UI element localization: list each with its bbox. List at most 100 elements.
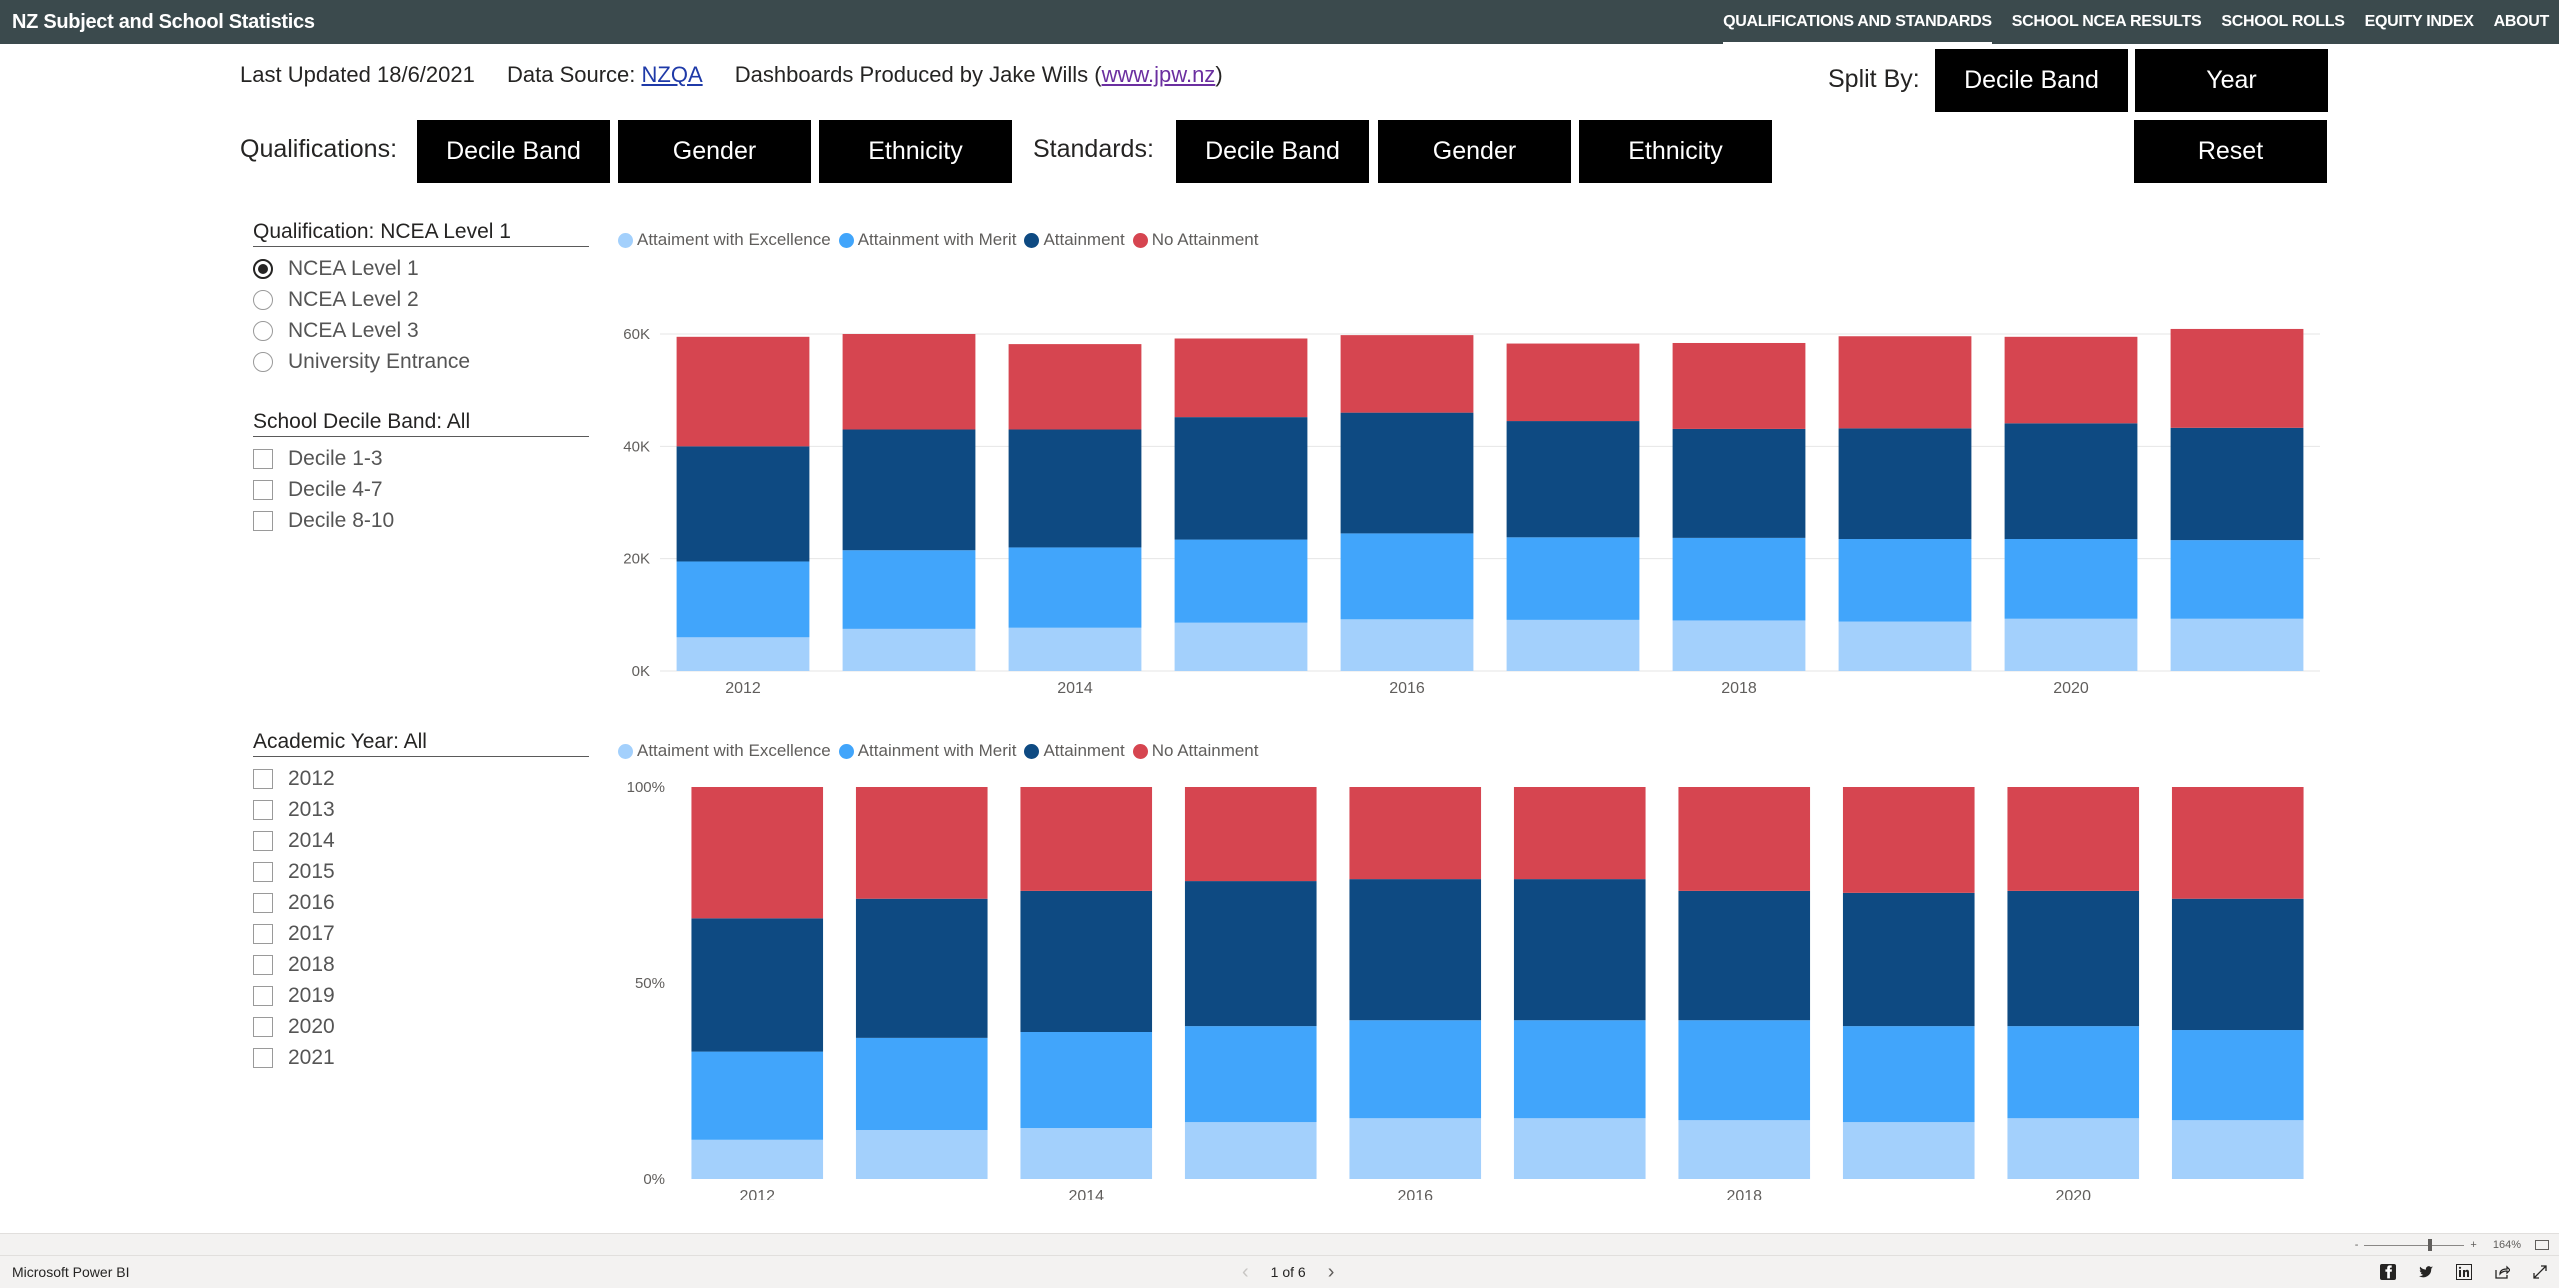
- bar-segment-2014-0[interactable]: [1020, 1128, 1153, 1179]
- fit-to-page-icon[interactable]: [2535, 1240, 2549, 1250]
- bar-segment-2016-0[interactable]: [1340, 619, 1474, 671]
- bar-segment-2018-0[interactable]: [1672, 620, 1806, 671]
- nav-item-about[interactable]: ABOUT: [2493, 13, 2550, 30]
- nav-item-equity-index[interactable]: EQUITY INDEX: [2364, 13, 2474, 30]
- legend-item-no-attainment[interactable]: No Attainment: [1132, 741, 1258, 761]
- bar-segment-2020-1[interactable]: [2007, 1026, 2140, 1119]
- bar-segment-2021-0[interactable]: [2171, 1120, 2304, 1179]
- zoom-slider-thumb[interactable]: [2428, 1238, 2433, 1251]
- bar-segment-2015-2[interactable]: [1184, 881, 1317, 1027]
- bar-segment-2013-3[interactable]: [842, 334, 976, 430]
- bar-segment-2021-2[interactable]: [2171, 898, 2304, 1031]
- bar-segment-2018-3[interactable]: [1678, 787, 1811, 891]
- bar-segment-2015-3[interactable]: [1174, 338, 1308, 418]
- bar-segment-2019-3[interactable]: [1838, 336, 1972, 429]
- bar-segment-2018-1[interactable]: [1678, 1020, 1811, 1121]
- qualification-option-university-entrance[interactable]: University Entrance: [253, 346, 470, 377]
- legend-item-attainment[interactable]: Attainment: [1024, 741, 1125, 761]
- nav-item-school-rolls[interactable]: SCHOOL ROLLS: [2221, 13, 2345, 30]
- bar-segment-2014-2[interactable]: [1020, 890, 1153, 1032]
- bar-segment-2020-0[interactable]: [2007, 1118, 2140, 1179]
- bar-segment-2014-2[interactable]: [1008, 429, 1142, 548]
- bar-segment-2014-3[interactable]: [1008, 344, 1142, 430]
- bar-segment-2012-0[interactable]: [676, 637, 810, 671]
- linkedin-icon[interactable]: [2455, 1263, 2473, 1281]
- bar-segment-2016-3[interactable]: [1340, 335, 1474, 413]
- fullscreen-icon[interactable]: [2531, 1263, 2549, 1281]
- split-by-year-button[interactable]: Year: [2135, 49, 2328, 112]
- bar-segment-2017-3[interactable]: [1513, 787, 1646, 880]
- bar-segment-2018-2[interactable]: [1672, 428, 1806, 538]
- bar-segment-2014-1[interactable]: [1008, 547, 1142, 628]
- nav-item-school-ncea-results[interactable]: SCHOOL NCEA RESULTS: [2011, 13, 2202, 30]
- legend-item-excellence[interactable]: Attaiment with Excellence: [618, 230, 831, 250]
- legend-item-merit[interactable]: Attainment with Merit: [838, 230, 1016, 250]
- next-page-icon[interactable]: ›: [1327, 1260, 1335, 1283]
- facebook-icon[interactable]: [2379, 1263, 2397, 1281]
- bar-segment-2014-3[interactable]: [1020, 787, 1153, 891]
- bar-segment-2018-1[interactable]: [1672, 537, 1806, 621]
- qualification-option-ncea-level-1[interactable]: NCEA Level 1: [253, 253, 470, 284]
- bar-segment-2017-2[interactable]: [1513, 879, 1646, 1021]
- standards-decile-band-button[interactable]: Decile Band: [1176, 120, 1369, 183]
- bar-segment-2015-3[interactable]: [1184, 787, 1317, 882]
- bar-segment-2012-1[interactable]: [676, 561, 810, 638]
- twitter-icon[interactable]: [2417, 1263, 2435, 1281]
- standards-ethnicity-button[interactable]: Ethnicity: [1579, 120, 1772, 183]
- bar-segment-2018-0[interactable]: [1678, 1120, 1811, 1179]
- bar-segment-2020-3[interactable]: [2004, 336, 2138, 424]
- bar-segment-2017-3[interactable]: [1506, 343, 1640, 422]
- bar-segment-2016-3[interactable]: [1349, 787, 1482, 880]
- bar-segment-2019-0[interactable]: [1842, 1122, 1975, 1179]
- year-option-2019[interactable]: 2019: [253, 980, 335, 1011]
- bar-segment-2021-3[interactable]: [2170, 328, 2304, 428]
- bar-segment-2020-2[interactable]: [2004, 423, 2138, 540]
- bar-segment-2015-1[interactable]: [1184, 1026, 1317, 1123]
- bar-segment-2019-2[interactable]: [1838, 428, 1972, 540]
- qualifications-gender-button[interactable]: Gender: [618, 120, 811, 183]
- decile-option-1-3[interactable]: Decile 1-3: [253, 443, 394, 474]
- year-option-2012[interactable]: 2012: [253, 763, 335, 794]
- zoom-slider[interactable]: [2364, 1238, 2465, 1251]
- year-option-2020[interactable]: 2020: [253, 1011, 335, 1042]
- bar-segment-2012-3[interactable]: [676, 336, 810, 447]
- bar-segment-2015-0[interactable]: [1174, 622, 1308, 671]
- bar-segment-2017-1[interactable]: [1506, 537, 1640, 620]
- qualification-option-ncea-level-2[interactable]: NCEA Level 2: [253, 284, 470, 315]
- bar-segment-2021-2[interactable]: [2170, 427, 2304, 541]
- bar-segment-2013-0[interactable]: [855, 1130, 988, 1179]
- year-option-2013[interactable]: 2013: [253, 794, 335, 825]
- year-option-2018[interactable]: 2018: [253, 949, 335, 980]
- bar-segment-2021-1[interactable]: [2171, 1030, 2304, 1121]
- bar-segment-2019-1[interactable]: [1838, 539, 1972, 622]
- bar-segment-2013-1[interactable]: [842, 550, 976, 629]
- bar-segment-2013-2[interactable]: [855, 898, 988, 1038]
- bar-segment-2017-2[interactable]: [1506, 421, 1640, 538]
- bar-segment-2016-2[interactable]: [1340, 412, 1474, 534]
- legend-item-attainment[interactable]: Attainment: [1024, 230, 1125, 250]
- decile-option-8-10[interactable]: Decile 8-10: [253, 505, 394, 536]
- share-icon[interactable]: [2493, 1263, 2511, 1281]
- bar-segment-2012-1[interactable]: [691, 1051, 824, 1140]
- qualification-option-ncea-level-3[interactable]: NCEA Level 3: [253, 315, 470, 346]
- year-option-2017[interactable]: 2017: [253, 918, 335, 949]
- bar-segment-2012-2[interactable]: [691, 918, 824, 1052]
- bar-segment-2016-1[interactable]: [1340, 533, 1474, 620]
- bar-segment-2021-3[interactable]: [2171, 787, 2304, 899]
- bar-segment-2013-0[interactable]: [842, 628, 976, 671]
- bar-segment-2014-1[interactable]: [1020, 1032, 1153, 1129]
- bar-segment-2020-1[interactable]: [2004, 539, 2138, 619]
- year-option-2016[interactable]: 2016: [253, 887, 335, 918]
- bar-segment-2013-3[interactable]: [855, 787, 988, 899]
- bar-segment-2018-2[interactable]: [1678, 890, 1811, 1021]
- year-option-2015[interactable]: 2015: [253, 856, 335, 887]
- zoom-out-button[interactable]: -: [2354, 1239, 2359, 1251]
- bar-segment-2017-1[interactable]: [1513, 1020, 1646, 1119]
- bar-segment-2017-0[interactable]: [1506, 619, 1640, 671]
- decile-option-4-7[interactable]: Decile 4-7: [253, 474, 394, 505]
- bar-segment-2020-0[interactable]: [2004, 618, 2138, 671]
- bar-segment-2021-0[interactable]: [2170, 618, 2304, 671]
- reset-button[interactable]: Reset: [2134, 120, 2327, 183]
- legend-item-excellence[interactable]: Attaiment with Excellence: [618, 741, 831, 761]
- bar-segment-2017-0[interactable]: [1513, 1118, 1646, 1179]
